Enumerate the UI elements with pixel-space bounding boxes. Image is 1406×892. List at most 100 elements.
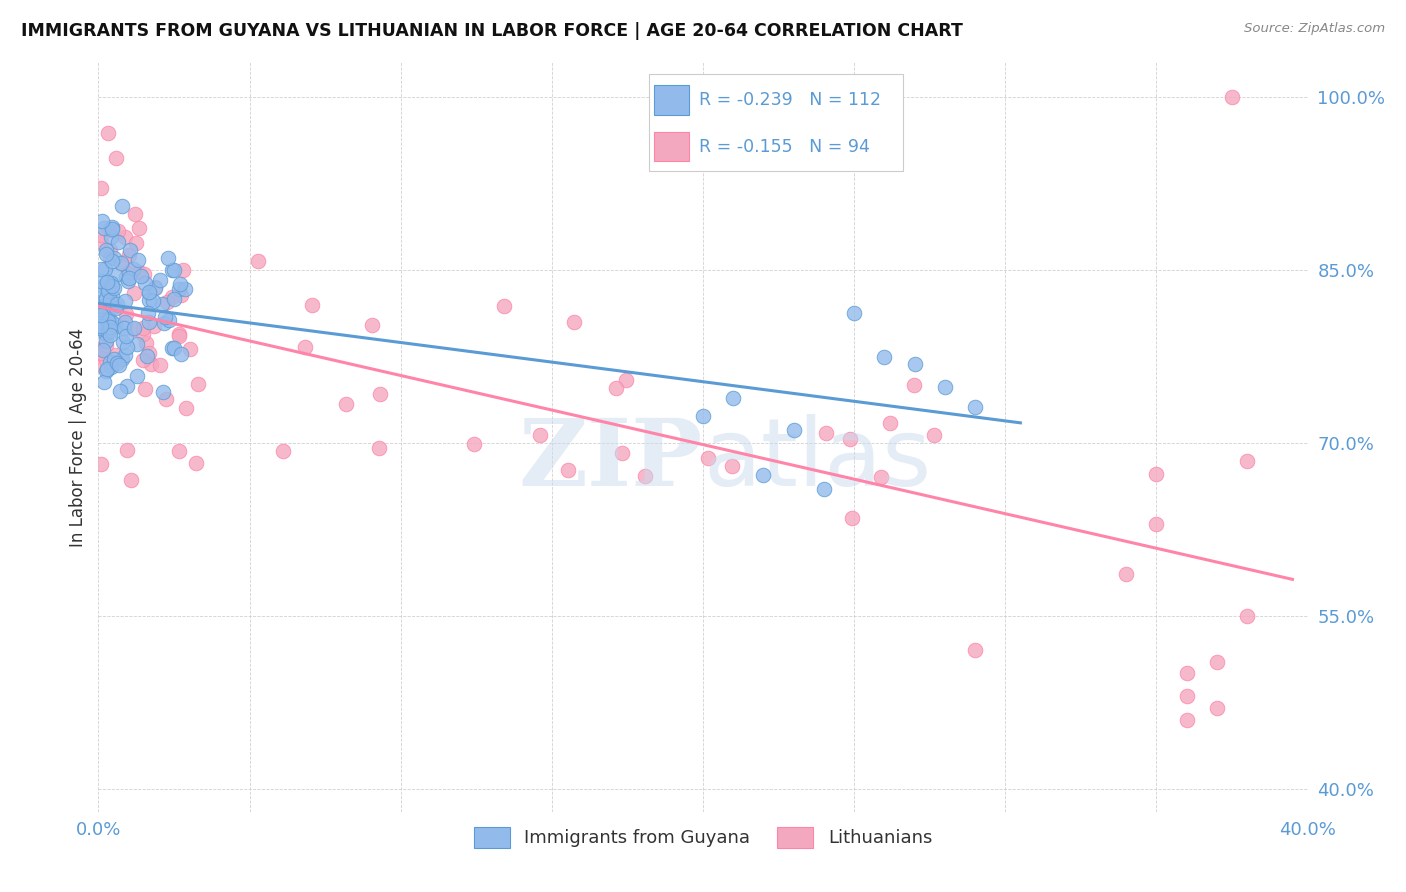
Point — [101, 279, 124, 293]
Point — [162, 263, 184, 277]
Point — [128, 265, 150, 279]
Point — [1220, 90, 1243, 104]
Point — [1175, 713, 1198, 727]
Point — [90, 214, 112, 228]
Point — [93, 375, 115, 389]
Point — [124, 321, 146, 335]
Point — [150, 297, 173, 311]
Point — [96, 276, 118, 290]
Point — [186, 456, 208, 470]
Point — [117, 266, 139, 280]
Point — [1236, 608, 1258, 623]
Point — [101, 298, 124, 312]
Point — [90, 299, 112, 313]
Point — [965, 401, 987, 415]
Point — [169, 329, 191, 343]
Point — [361, 318, 384, 332]
Point — [692, 409, 714, 423]
Point — [723, 391, 745, 405]
Point — [149, 273, 172, 287]
Point — [1144, 467, 1167, 482]
Point — [117, 443, 139, 458]
Point — [90, 235, 112, 250]
Point — [103, 281, 125, 295]
Point — [179, 342, 201, 356]
Point — [90, 181, 112, 195]
Point — [873, 351, 896, 365]
Point — [90, 318, 112, 333]
Point — [118, 248, 141, 262]
Point — [90, 262, 112, 277]
Point — [163, 263, 186, 277]
Point — [368, 441, 391, 455]
Point — [153, 310, 176, 324]
Point — [120, 474, 142, 488]
Point — [368, 386, 391, 401]
Point — [120, 243, 142, 257]
Point — [90, 274, 112, 288]
Point — [172, 263, 194, 277]
Point — [156, 251, 179, 265]
Point — [614, 372, 637, 386]
Point — [107, 358, 129, 372]
Point — [112, 254, 135, 268]
Point — [124, 207, 146, 221]
Point — [169, 326, 191, 341]
Point — [167, 282, 190, 296]
Point — [143, 281, 166, 295]
Point — [157, 313, 180, 327]
Point — [129, 268, 152, 283]
Point — [101, 300, 124, 314]
Point — [134, 276, 156, 290]
Point — [155, 392, 177, 406]
Point — [90, 358, 112, 372]
Point — [115, 340, 138, 354]
Point — [903, 378, 925, 392]
Point — [904, 357, 927, 371]
Point — [96, 291, 118, 305]
Point — [108, 384, 131, 398]
Point — [93, 278, 115, 293]
Point — [138, 285, 160, 300]
Point — [1206, 655, 1229, 669]
Point — [1115, 566, 1137, 581]
Point — [90, 283, 112, 297]
Point — [114, 269, 136, 284]
Point — [138, 293, 160, 307]
Point — [634, 468, 657, 483]
Point — [122, 285, 145, 300]
Point — [160, 290, 183, 304]
Point — [1236, 453, 1258, 467]
Point — [115, 329, 138, 343]
Point — [97, 280, 120, 294]
Point — [110, 256, 132, 270]
Point — [96, 353, 118, 368]
Point — [143, 280, 166, 294]
Point — [335, 396, 357, 410]
Point — [98, 251, 121, 265]
Point — [100, 230, 122, 244]
Point — [752, 467, 775, 482]
Point — [125, 236, 148, 251]
Point — [94, 326, 117, 341]
Point — [170, 287, 193, 301]
Point — [97, 223, 120, 237]
Point — [839, 432, 862, 446]
Point — [142, 319, 165, 334]
Point — [96, 362, 118, 376]
Point — [114, 230, 136, 244]
Point — [128, 221, 150, 235]
Point — [90, 312, 112, 326]
Point — [696, 451, 718, 466]
Point — [136, 349, 159, 363]
Point — [922, 428, 945, 442]
Point — [98, 293, 121, 307]
Point — [104, 268, 127, 282]
Point — [879, 416, 901, 430]
Point — [134, 383, 156, 397]
Point — [97, 311, 120, 326]
Point — [97, 325, 120, 339]
Point — [156, 294, 179, 309]
Point — [100, 324, 122, 338]
Point — [138, 346, 160, 360]
